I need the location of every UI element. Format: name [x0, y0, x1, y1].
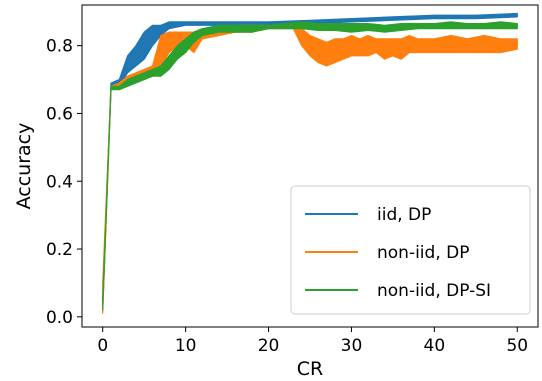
- x-tick-label: 0: [97, 336, 108, 356]
- y-tick-label: 0.8: [46, 37, 73, 57]
- legend: iid, DP non-iid, DP non-iid, DP-SI: [290, 185, 531, 315]
- y-axis-ticks: 0.0 0.2 0.4 0.6 0.8: [46, 37, 82, 328]
- series-band-0: [102, 12, 518, 311]
- legend-box: [290, 185, 531, 315]
- series-band-2: [102, 21, 518, 311]
- series-bands: [102, 12, 518, 314]
- x-tick-label: 40: [424, 336, 446, 356]
- x-tick-label: 10: [175, 336, 197, 356]
- legend-label: iid, DP: [377, 205, 431, 225]
- y-tick-label: 0.4: [46, 172, 73, 192]
- x-axis-label: CR: [297, 358, 323, 380]
- y-axis-label: Accuracy: [13, 123, 35, 210]
- y-tick-label: 0.0: [46, 308, 73, 328]
- x-tick-label: 50: [506, 336, 528, 356]
- x-tick-label: 30: [341, 336, 363, 356]
- legend-label: non-iid, DP: [377, 243, 469, 263]
- legend-label: non-iid, DP-SI: [377, 281, 491, 301]
- x-axis-ticks: 0 10 20 30 40 50: [97, 327, 528, 356]
- x-tick-label: 20: [258, 336, 280, 356]
- plot-frame: [81, 4, 539, 328]
- y-tick-label: 0.2: [46, 240, 73, 260]
- y-tick-label: 0.6: [46, 104, 73, 124]
